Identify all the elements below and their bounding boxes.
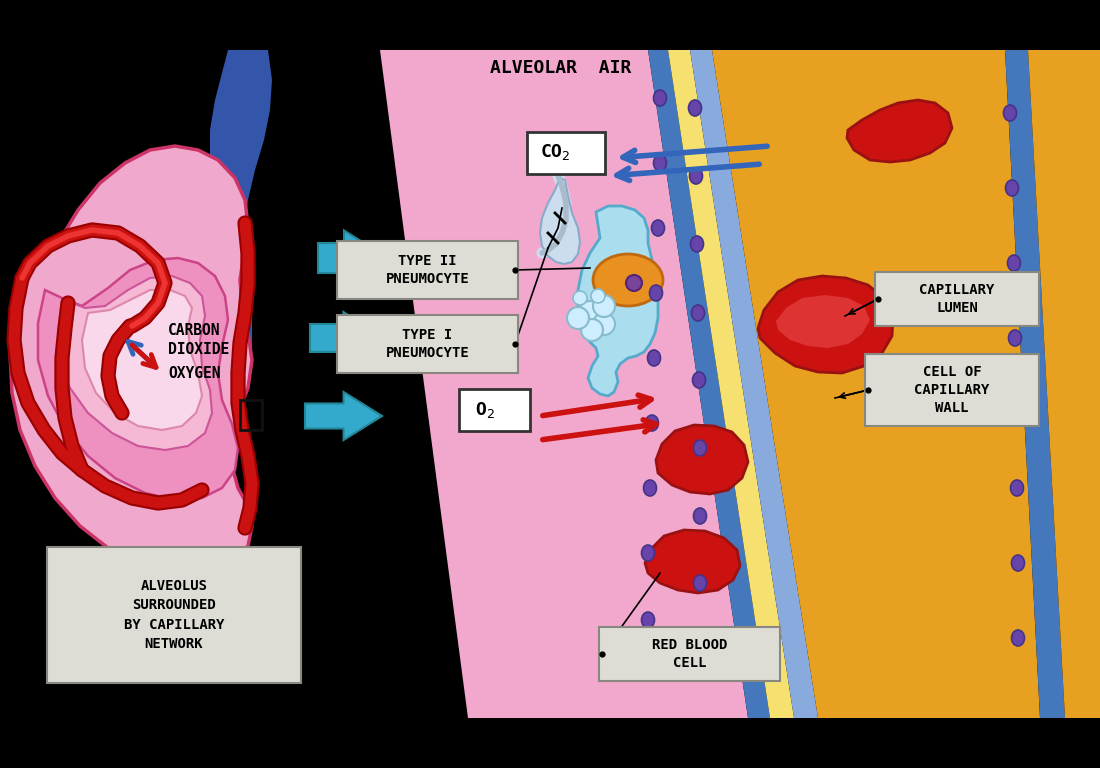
Polygon shape — [656, 425, 748, 494]
Text: TYPE II
PNEUMOCYTE: TYPE II PNEUMOCYTE — [386, 253, 470, 286]
Polygon shape — [379, 50, 748, 718]
Polygon shape — [1005, 50, 1065, 718]
Polygon shape — [668, 50, 794, 718]
Polygon shape — [712, 50, 1040, 718]
Ellipse shape — [693, 440, 706, 456]
FancyBboxPatch shape — [337, 241, 518, 299]
Ellipse shape — [1009, 330, 1022, 346]
Ellipse shape — [1011, 480, 1023, 496]
Ellipse shape — [1012, 630, 1024, 646]
Ellipse shape — [1005, 180, 1019, 196]
Polygon shape — [58, 276, 212, 450]
Polygon shape — [82, 290, 202, 430]
Ellipse shape — [692, 305, 704, 321]
Ellipse shape — [1010, 405, 1023, 421]
Ellipse shape — [593, 254, 663, 306]
Text: RED BLOOD
CELL: RED BLOOD CELL — [652, 637, 727, 670]
Polygon shape — [540, 178, 580, 264]
Ellipse shape — [1012, 555, 1024, 571]
Text: ALVEOLAR  AIR: ALVEOLAR AIR — [490, 59, 631, 77]
Ellipse shape — [653, 90, 667, 106]
Ellipse shape — [641, 612, 654, 628]
Polygon shape — [690, 50, 818, 718]
Polygon shape — [645, 530, 740, 593]
Polygon shape — [39, 258, 238, 500]
Circle shape — [593, 313, 615, 335]
Text: CARBON
DIOXIDE: CARBON DIOXIDE — [168, 323, 229, 357]
Polygon shape — [648, 50, 770, 718]
FancyBboxPatch shape — [600, 627, 780, 681]
Ellipse shape — [693, 372, 705, 388]
Ellipse shape — [653, 155, 667, 171]
Circle shape — [566, 307, 588, 329]
Ellipse shape — [691, 236, 704, 252]
FancyBboxPatch shape — [527, 132, 605, 174]
Ellipse shape — [693, 508, 706, 524]
Ellipse shape — [693, 575, 706, 591]
Polygon shape — [578, 206, 658, 396]
Ellipse shape — [646, 415, 659, 431]
Text: CO$_2$: CO$_2$ — [540, 142, 570, 162]
Text: OXYGEN: OXYGEN — [168, 366, 220, 380]
Circle shape — [581, 319, 603, 341]
Text: CELL OF
CAPILLARY
WALL: CELL OF CAPILLARY WALL — [914, 365, 990, 415]
Ellipse shape — [644, 480, 657, 496]
Polygon shape — [305, 392, 382, 440]
Polygon shape — [776, 295, 870, 348]
Ellipse shape — [690, 168, 703, 184]
Polygon shape — [847, 100, 952, 162]
FancyBboxPatch shape — [337, 315, 518, 373]
Text: O$_2$: O$_2$ — [475, 400, 495, 420]
Ellipse shape — [648, 350, 660, 366]
Polygon shape — [318, 230, 388, 286]
Circle shape — [573, 291, 587, 305]
Ellipse shape — [689, 100, 702, 116]
FancyBboxPatch shape — [865, 354, 1040, 426]
Polygon shape — [310, 312, 385, 364]
Ellipse shape — [1003, 105, 1016, 121]
Polygon shape — [205, 50, 272, 556]
Circle shape — [626, 275, 642, 291]
Ellipse shape — [649, 285, 662, 301]
FancyBboxPatch shape — [874, 272, 1040, 326]
Ellipse shape — [1008, 255, 1021, 271]
Text: CAPILLARY
LUMEN: CAPILLARY LUMEN — [920, 283, 994, 315]
Polygon shape — [1028, 50, 1100, 718]
Ellipse shape — [641, 545, 654, 561]
Bar — [240, 400, 262, 430]
Polygon shape — [758, 276, 893, 373]
Text: ALVEOLUS
SURROUNDED
BY CAPILLARY
NETWORK: ALVEOLUS SURROUNDED BY CAPILLARY NETWORK — [123, 579, 224, 651]
Ellipse shape — [651, 220, 664, 236]
Text: TYPE I
PNEUMOCYTE: TYPE I PNEUMOCYTE — [386, 328, 470, 360]
FancyBboxPatch shape — [459, 389, 530, 431]
Circle shape — [591, 289, 605, 303]
Circle shape — [579, 301, 601, 323]
Polygon shape — [10, 146, 252, 570]
FancyBboxPatch shape — [47, 547, 301, 683]
Circle shape — [593, 295, 615, 317]
